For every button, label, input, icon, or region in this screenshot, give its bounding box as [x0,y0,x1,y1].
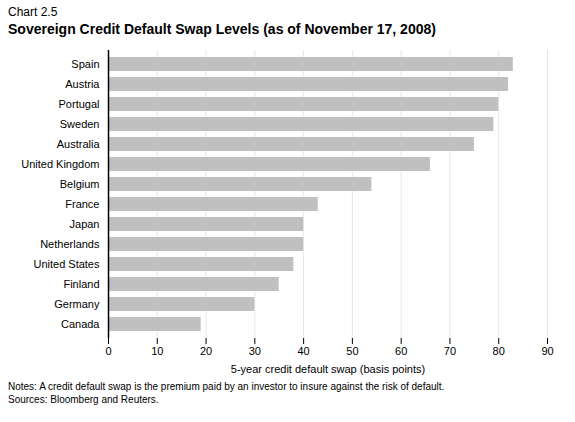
svg-text:Finland: Finland [63,278,99,290]
html-text:Chart 2.5: Chart 2.5 [8,5,58,19]
svg-text:50: 50 [346,345,358,357]
svg-text:Australia: Australia [57,138,101,150]
svg-text:70: 70 [444,345,456,357]
svg-text:30: 30 [249,345,261,357]
svg-text:40: 40 [297,345,309,357]
svg-text:Belgium: Belgium [60,178,100,190]
svg-text:5-year credit default swap (ba: 5-year credit default swap (basis points… [231,363,425,375]
svg-text:60: 60 [395,345,407,357]
svg-text:20: 20 [200,345,212,357]
svg-text:France: France [65,198,99,210]
svg-text:Sweden: Sweden [60,118,100,130]
svg-text:Spain: Spain [71,58,99,70]
html-text:Sovereign Credit Default Swap: Sovereign Credit Default Swap Levels (as… [8,21,436,37]
svg-text:Canada: Canada [61,318,100,330]
svg-text:0: 0 [105,345,111,357]
svg-text:Netherlands: Netherlands [40,238,100,250]
svg-text:90: 90 [541,345,553,357]
svg-text:80: 80 [493,345,505,357]
svg-text:Japan: Japan [70,218,100,230]
svg-text:United States: United States [33,258,100,270]
svg-text:United Kingdom: United Kingdom [21,158,99,170]
svg-text:Portugal: Portugal [59,98,100,110]
svg-text:10: 10 [151,345,163,357]
html-text:Notes: A credit default swap i: Notes: A credit default swap is the prem… [8,381,445,392]
html-text:Sources: Bloomberg and Reuters: Sources: Bloomberg and Reuters. [8,394,159,405]
svg-text:Germany: Germany [54,298,100,310]
svg-text:Austria: Austria [65,78,100,90]
